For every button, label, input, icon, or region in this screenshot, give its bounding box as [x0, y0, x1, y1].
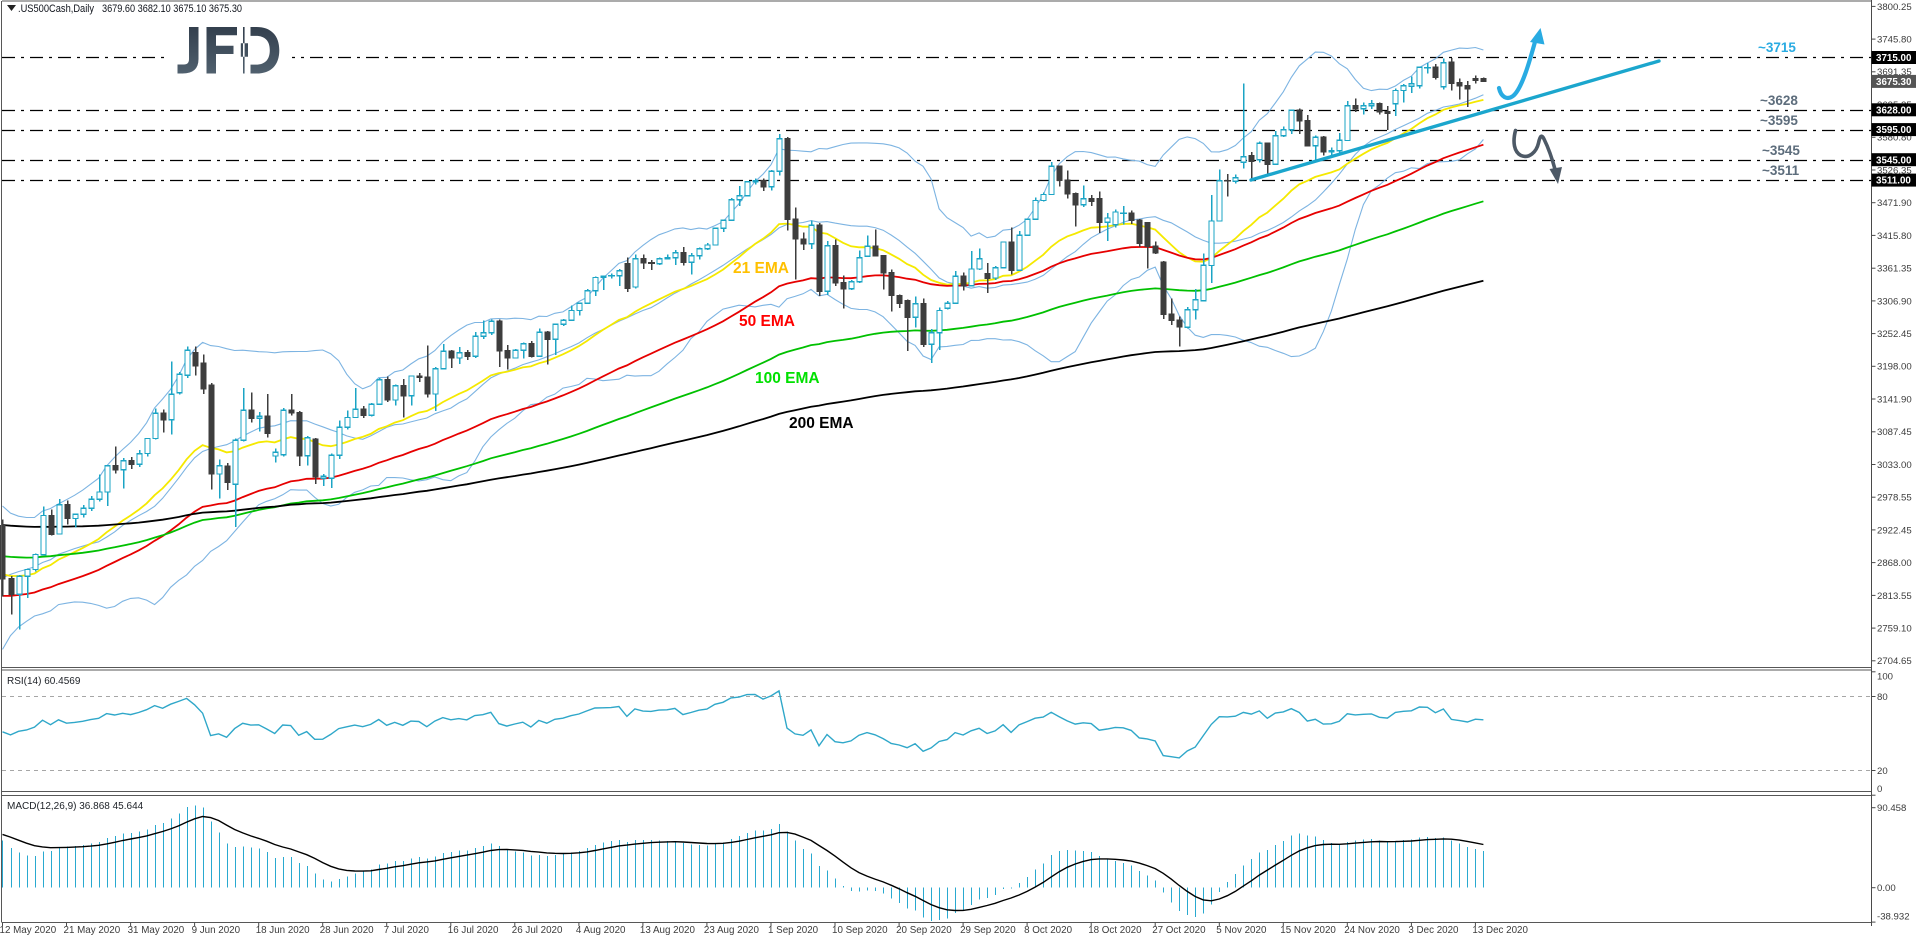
svg-text:3087.45: 3087.45: [1877, 427, 1912, 438]
svg-text:5 Nov 2020: 5 Nov 2020: [1216, 925, 1267, 936]
svg-text:3545.00: 3545.00: [1876, 155, 1912, 166]
svg-text:26 Jul 2020: 26 Jul 2020: [512, 925, 563, 936]
svg-text:10 Sep 2020: 10 Sep 2020: [832, 925, 888, 936]
svg-text:12 May 2020: 12 May 2020: [0, 925, 57, 936]
svg-text:80: 80: [1877, 692, 1888, 703]
svg-text:2922.45: 2922.45: [1877, 525, 1912, 536]
svg-text:23 Aug 2020: 23 Aug 2020: [704, 925, 760, 936]
svg-text:7 Jul 2020: 7 Jul 2020: [384, 925, 430, 936]
svg-text:3 Dec 2020: 3 Dec 2020: [1408, 925, 1459, 936]
svg-text:2978.55: 2978.55: [1877, 493, 1912, 504]
svg-text:~3511: ~3511: [1762, 163, 1800, 178]
svg-text:13 Aug 2020: 13 Aug 2020: [640, 925, 696, 936]
svg-text:3361.35: 3361.35: [1877, 264, 1912, 275]
svg-text:3691.35: 3691.35: [1877, 67, 1912, 78]
svg-text:MACD(12,26,9) 36.868 45.644: MACD(12,26,9) 36.868 45.644: [7, 801, 144, 812]
svg-text:2868.00: 2868.00: [1877, 558, 1912, 569]
svg-text:100 EMA: 100 EMA: [755, 370, 820, 387]
svg-text:18 Oct 2020: 18 Oct 2020: [1088, 925, 1142, 936]
svg-text:3415.80: 3415.80: [1877, 231, 1912, 242]
svg-text:.US500Cash,Daily: .US500Cash,Daily: [18, 3, 94, 15]
svg-text:29 Sep 2020: 29 Sep 2020: [960, 925, 1016, 936]
svg-text:8 Oct 2020: 8 Oct 2020: [1024, 925, 1072, 936]
svg-text:~3595: ~3595: [1760, 113, 1798, 128]
svg-text:~3628: ~3628: [1760, 93, 1798, 108]
svg-text:~3545: ~3545: [1762, 143, 1800, 158]
svg-text:18 Jun 2020: 18 Jun 2020: [256, 925, 310, 936]
svg-text:2813.55: 2813.55: [1877, 591, 1912, 602]
svg-text:~3715: ~3715: [1758, 40, 1796, 55]
svg-text:0.00: 0.00: [1877, 883, 1896, 894]
svg-text:3511.00: 3511.00: [1876, 176, 1911, 187]
svg-text:13 Dec 2020: 13 Dec 2020: [1472, 925, 1528, 936]
svg-text:15 Nov 2020: 15 Nov 2020: [1280, 925, 1336, 936]
svg-text:21 May 2020: 21 May 2020: [64, 925, 121, 936]
svg-text:3526.35: 3526.35: [1877, 165, 1912, 176]
svg-text:3745.80: 3745.80: [1877, 35, 1912, 46]
svg-text:20 Sep 2020: 20 Sep 2020: [896, 925, 952, 936]
svg-text:3471.90: 3471.90: [1877, 198, 1912, 209]
svg-text:28 Jun 2020: 28 Jun 2020: [320, 925, 374, 936]
svg-text:3141.90: 3141.90: [1877, 394, 1912, 405]
svg-text:3715.00: 3715.00: [1876, 53, 1912, 64]
svg-text:50 EMA: 50 EMA: [739, 313, 795, 330]
svg-text:3675.30: 3675.30: [1876, 77, 1912, 88]
svg-text:100: 100: [1877, 671, 1893, 682]
svg-text:3628.00: 3628.00: [1876, 105, 1912, 116]
svg-text:2759.10: 2759.10: [1877, 624, 1912, 635]
svg-text:3580.80: 3580.80: [1877, 133, 1912, 144]
svg-text:90.458: 90.458: [1877, 803, 1906, 814]
svg-text:16 Jul 2020: 16 Jul 2020: [448, 925, 499, 936]
svg-text:3679.60 3682.10 3675.10 3675.3: 3679.60 3682.10 3675.10 3675.30: [102, 3, 242, 15]
svg-text:4 Aug 2020: 4 Aug 2020: [576, 925, 626, 936]
svg-text:3252.45: 3252.45: [1877, 329, 1912, 340]
svg-text:20: 20: [1877, 766, 1888, 777]
svg-text:3595.00: 3595.00: [1876, 125, 1912, 136]
svg-text:21 EMA: 21 EMA: [733, 260, 789, 277]
svg-text:3198.00: 3198.00: [1877, 362, 1912, 373]
svg-text:9 Jun 2020: 9 Jun 2020: [192, 925, 241, 936]
svg-text:2704.65: 2704.65: [1877, 656, 1912, 667]
svg-text:24 Nov 2020: 24 Nov 2020: [1344, 925, 1400, 936]
svg-text:200 EMA: 200 EMA: [789, 415, 854, 432]
svg-text:0: 0: [1877, 784, 1882, 795]
svg-text:3800.25: 3800.25: [1877, 2, 1912, 13]
svg-text:27 Oct 2020: 27 Oct 2020: [1152, 925, 1206, 936]
svg-text:3033.00: 3033.00: [1877, 460, 1912, 471]
svg-text:RSI(14) 60.4569: RSI(14) 60.4569: [7, 676, 81, 687]
svg-text:1 Sep 2020: 1 Sep 2020: [768, 925, 819, 936]
svg-text:-38.932: -38.932: [1877, 912, 1910, 923]
svg-text:31 May 2020: 31 May 2020: [128, 925, 185, 936]
svg-text:3306.90: 3306.90: [1877, 296, 1912, 307]
